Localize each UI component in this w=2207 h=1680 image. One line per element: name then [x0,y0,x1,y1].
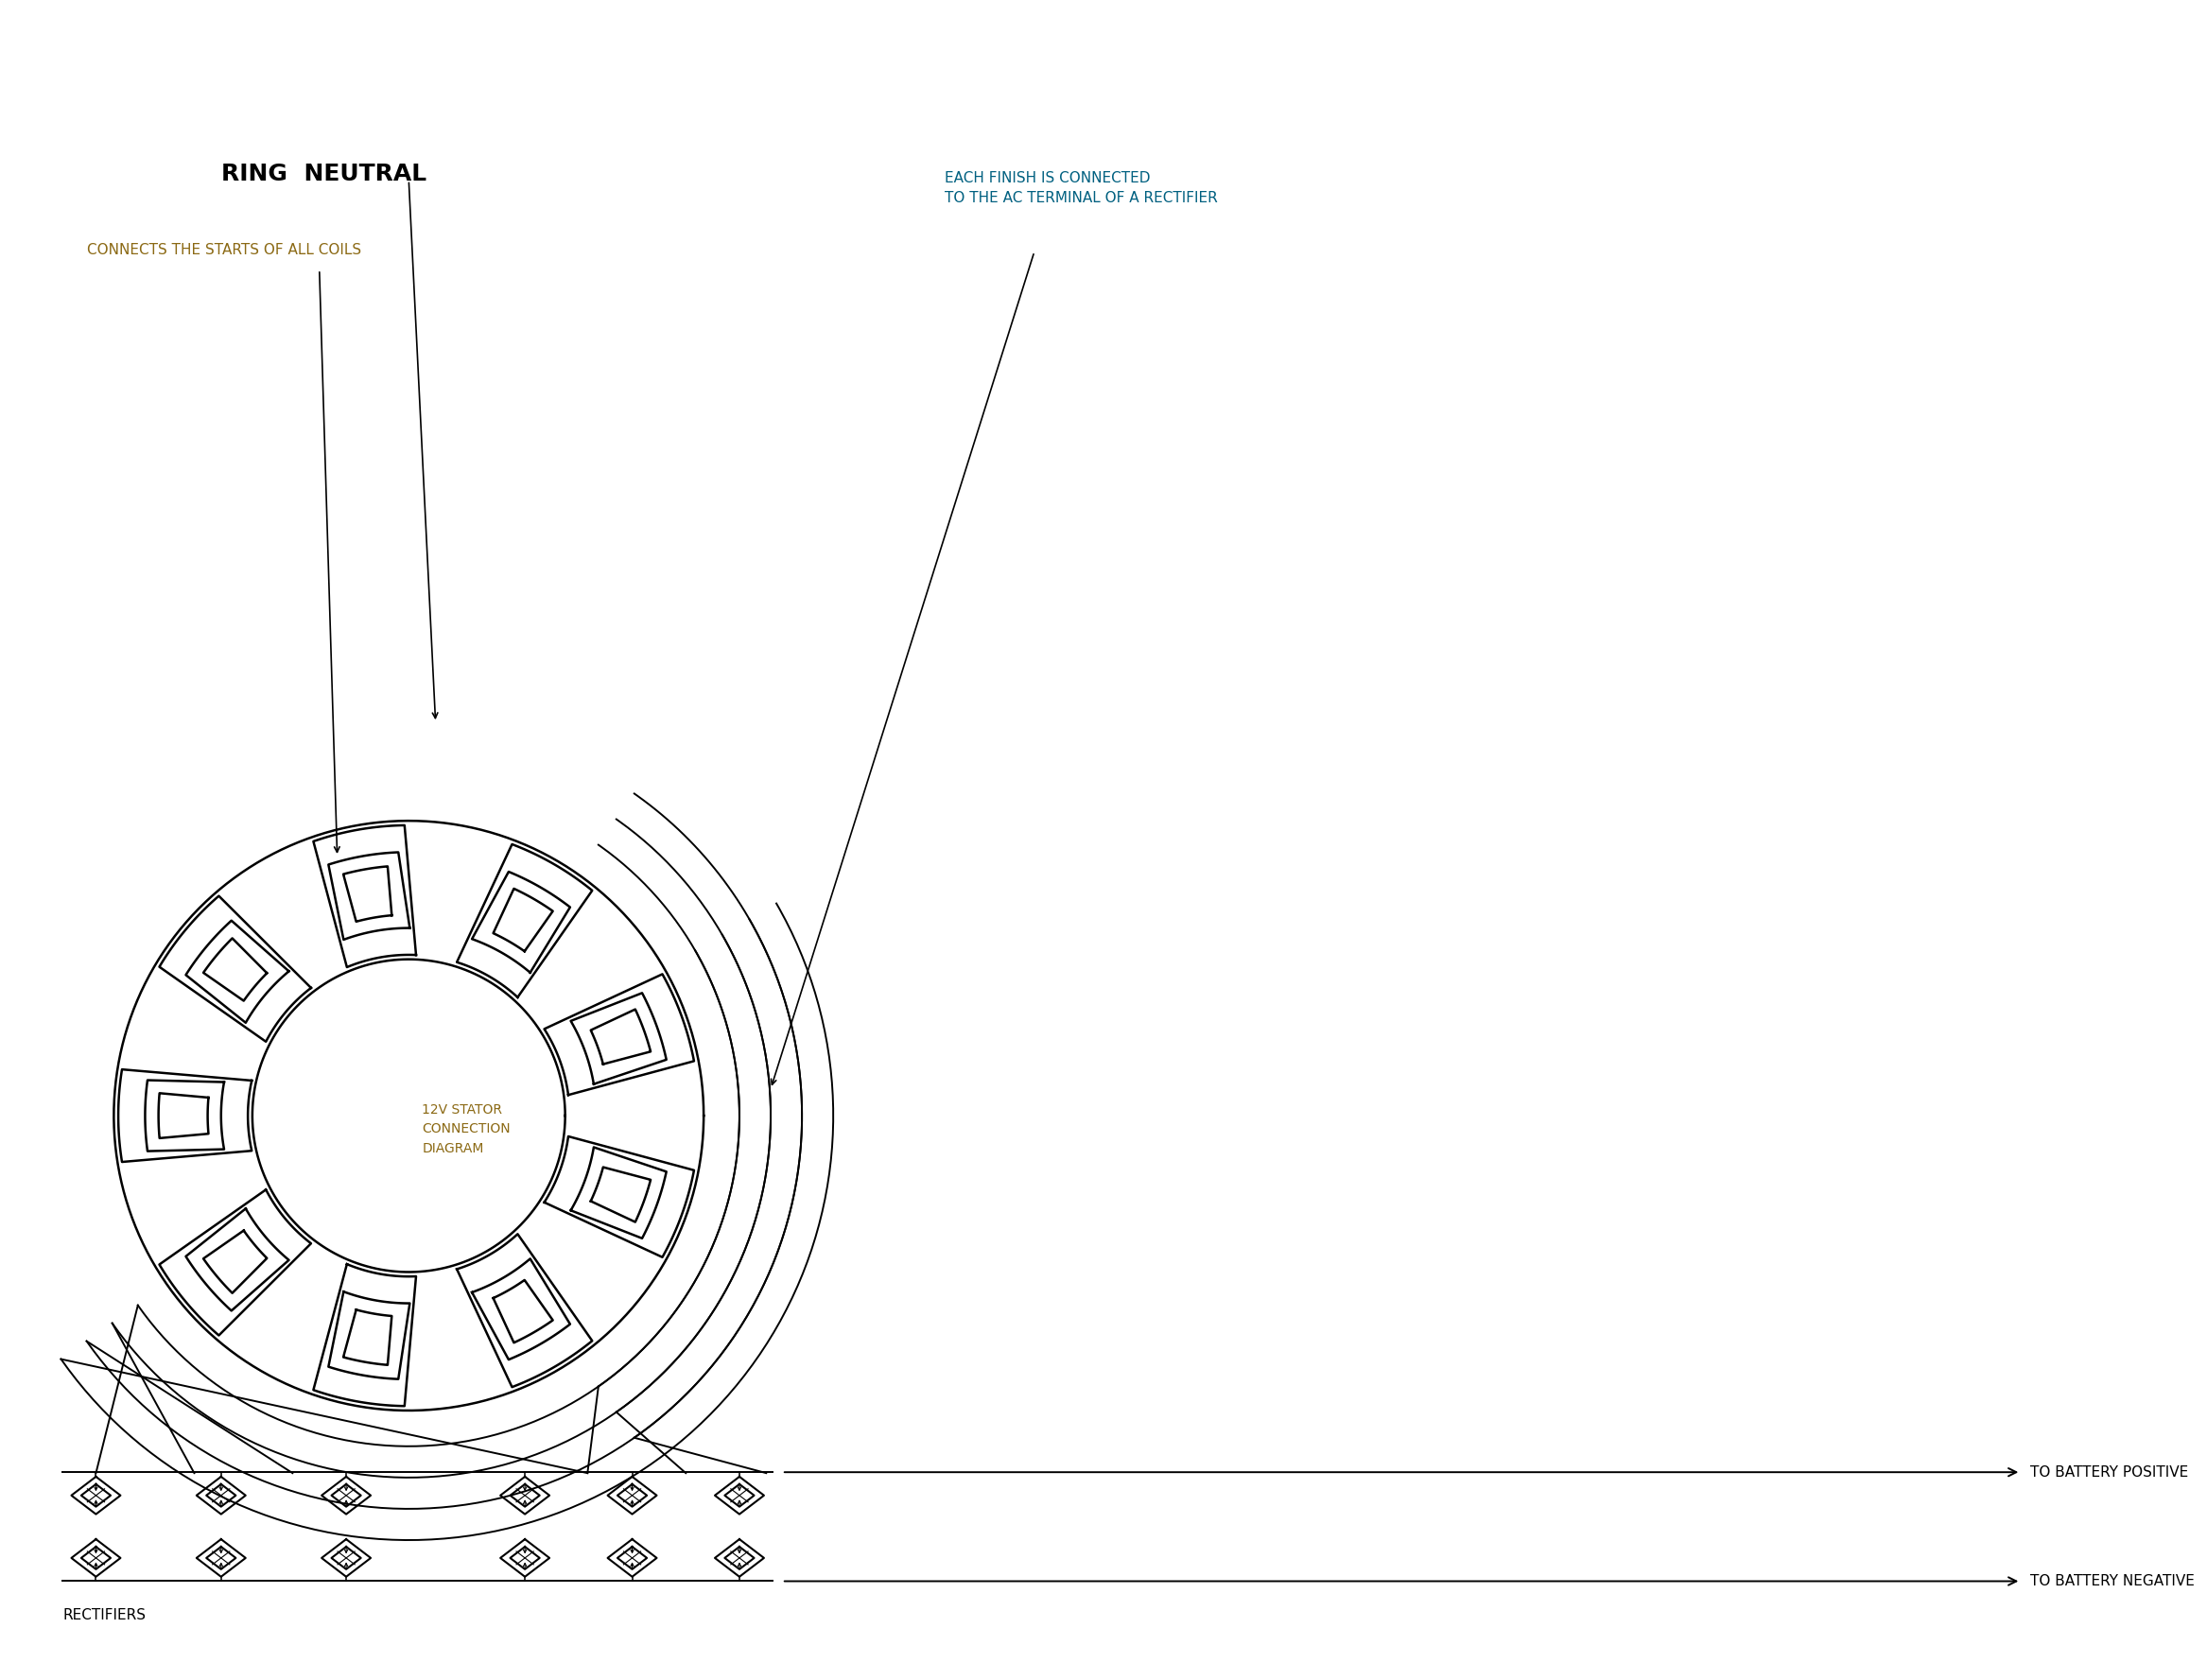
Text: TO BATTERY POSITIVE: TO BATTERY POSITIVE [2030,1465,2187,1480]
Text: RECTIFIERS: RECTIFIERS [62,1608,146,1623]
Text: CONNECTS THE STARTS OF ALL COILS: CONNECTS THE STARTS OF ALL COILS [86,242,362,257]
Text: 12V STATOR
CONNECTION
DIAGRAM: 12V STATOR CONNECTION DIAGRAM [422,1104,510,1156]
Text: EACH FINISH IS CONNECTED
TO THE AC TERMINAL OF A RECTIFIER: EACH FINISH IS CONNECTED TO THE AC TERMI… [945,171,1218,205]
Text: TO BATTERY NEGATIVE: TO BATTERY NEGATIVE [2030,1574,2194,1588]
Text: RING  NEUTRAL: RING NEUTRAL [221,163,426,185]
